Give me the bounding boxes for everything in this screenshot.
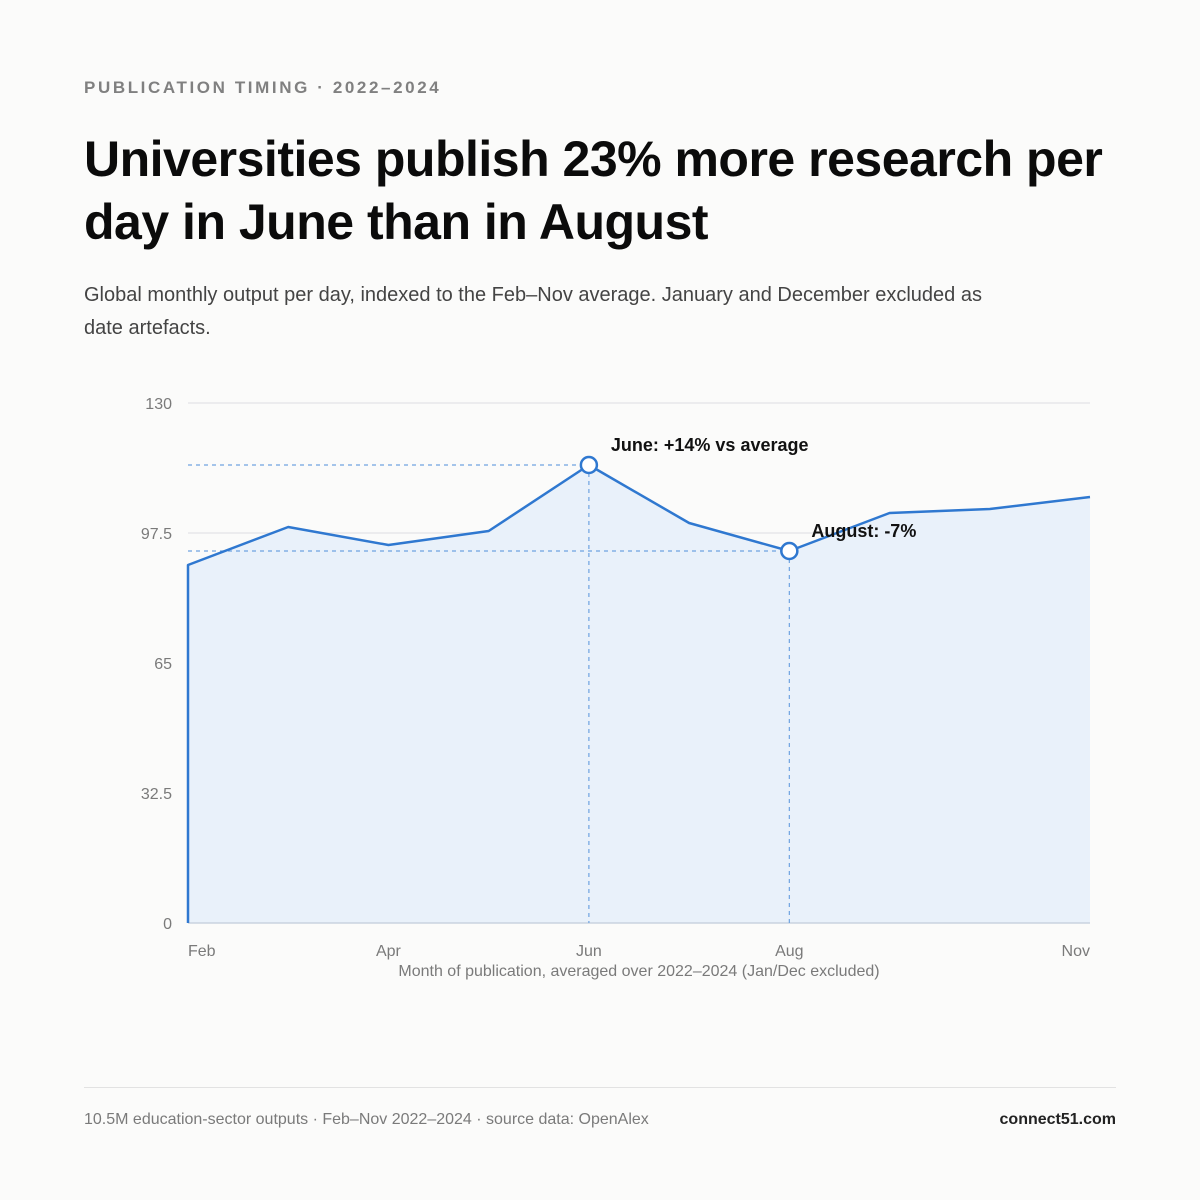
footer-divider: [84, 1087, 1116, 1088]
x-tick-label: Nov: [1062, 943, 1090, 960]
x-tick-label: Apr: [376, 943, 402, 960]
x-axis-title: Month of publication, averaged over 2022…: [398, 963, 879, 980]
subtitle: Global monthly output per day, indexed t…: [84, 284, 982, 339]
footer-brand[interactable]: connect51.com: [999, 1111, 1116, 1128]
area-fill: [188, 465, 1090, 923]
annotation-label: June: +14% vs average: [611, 435, 809, 455]
footer-source: 10.5M education-sector outputs · Feb–Nov…: [84, 1111, 649, 1128]
y-tick-label: 130: [145, 396, 172, 413]
annotation-marker: [579, 455, 599, 475]
y-tick-label: 32.5: [141, 786, 172, 803]
y-tick-label: 65: [154, 656, 172, 673]
x-tick-label: Aug: [775, 943, 803, 960]
x-tick-label: Jun: [576, 943, 602, 960]
kicker: PUBLICATION TIMING · 2022–2024: [84, 78, 442, 97]
annotation-label: August: -7%: [811, 521, 916, 541]
x-tick-label: Feb: [188, 943, 216, 960]
annotation-marker: [780, 541, 799, 561]
page-title: Universities publish 23% more research p…: [84, 131, 1103, 250]
y-tick-label: 0: [163, 916, 172, 933]
y-tick-label: 97.5: [141, 526, 172, 543]
